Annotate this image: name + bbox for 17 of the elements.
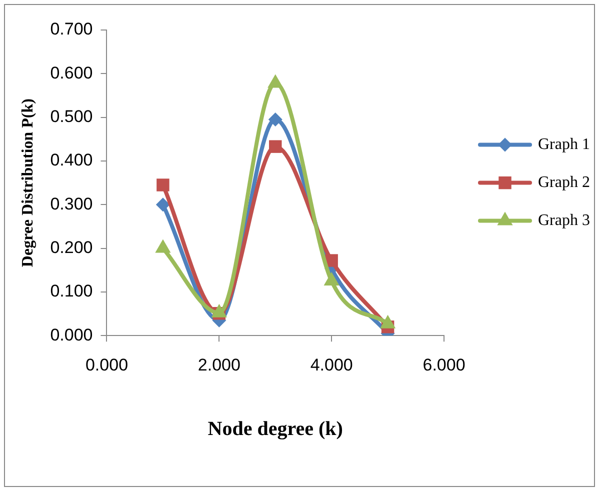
y-tick-label: 0.100 [50,282,93,301]
x-tick-label: 2.000 [198,355,240,374]
x-tick-label: 0.000 [85,355,128,374]
y-axis-title: Degree Distribution P(k) [20,98,37,268]
x-tick-label: 4.000 [310,355,353,374]
legend-label: Graph 3 [538,212,590,230]
y-tick-label: 0.200 [50,238,93,257]
y-tick-label: 0.700 [50,20,93,39]
y-tick-label: 0.400 [50,150,93,170]
x-tick-label: 6.000 [422,355,466,374]
y-tick-label: 0.600 [50,63,93,82]
legend-label: Graph 1 [538,136,590,154]
legend-label: Graph 2 [538,174,590,192]
y-tick-label: 0.000 [50,325,93,344]
y-tick-label: 0.300 [50,194,93,214]
y-tick-label: 0.500 [50,107,93,126]
x-axis-title: Node degree (k) [208,418,343,440]
